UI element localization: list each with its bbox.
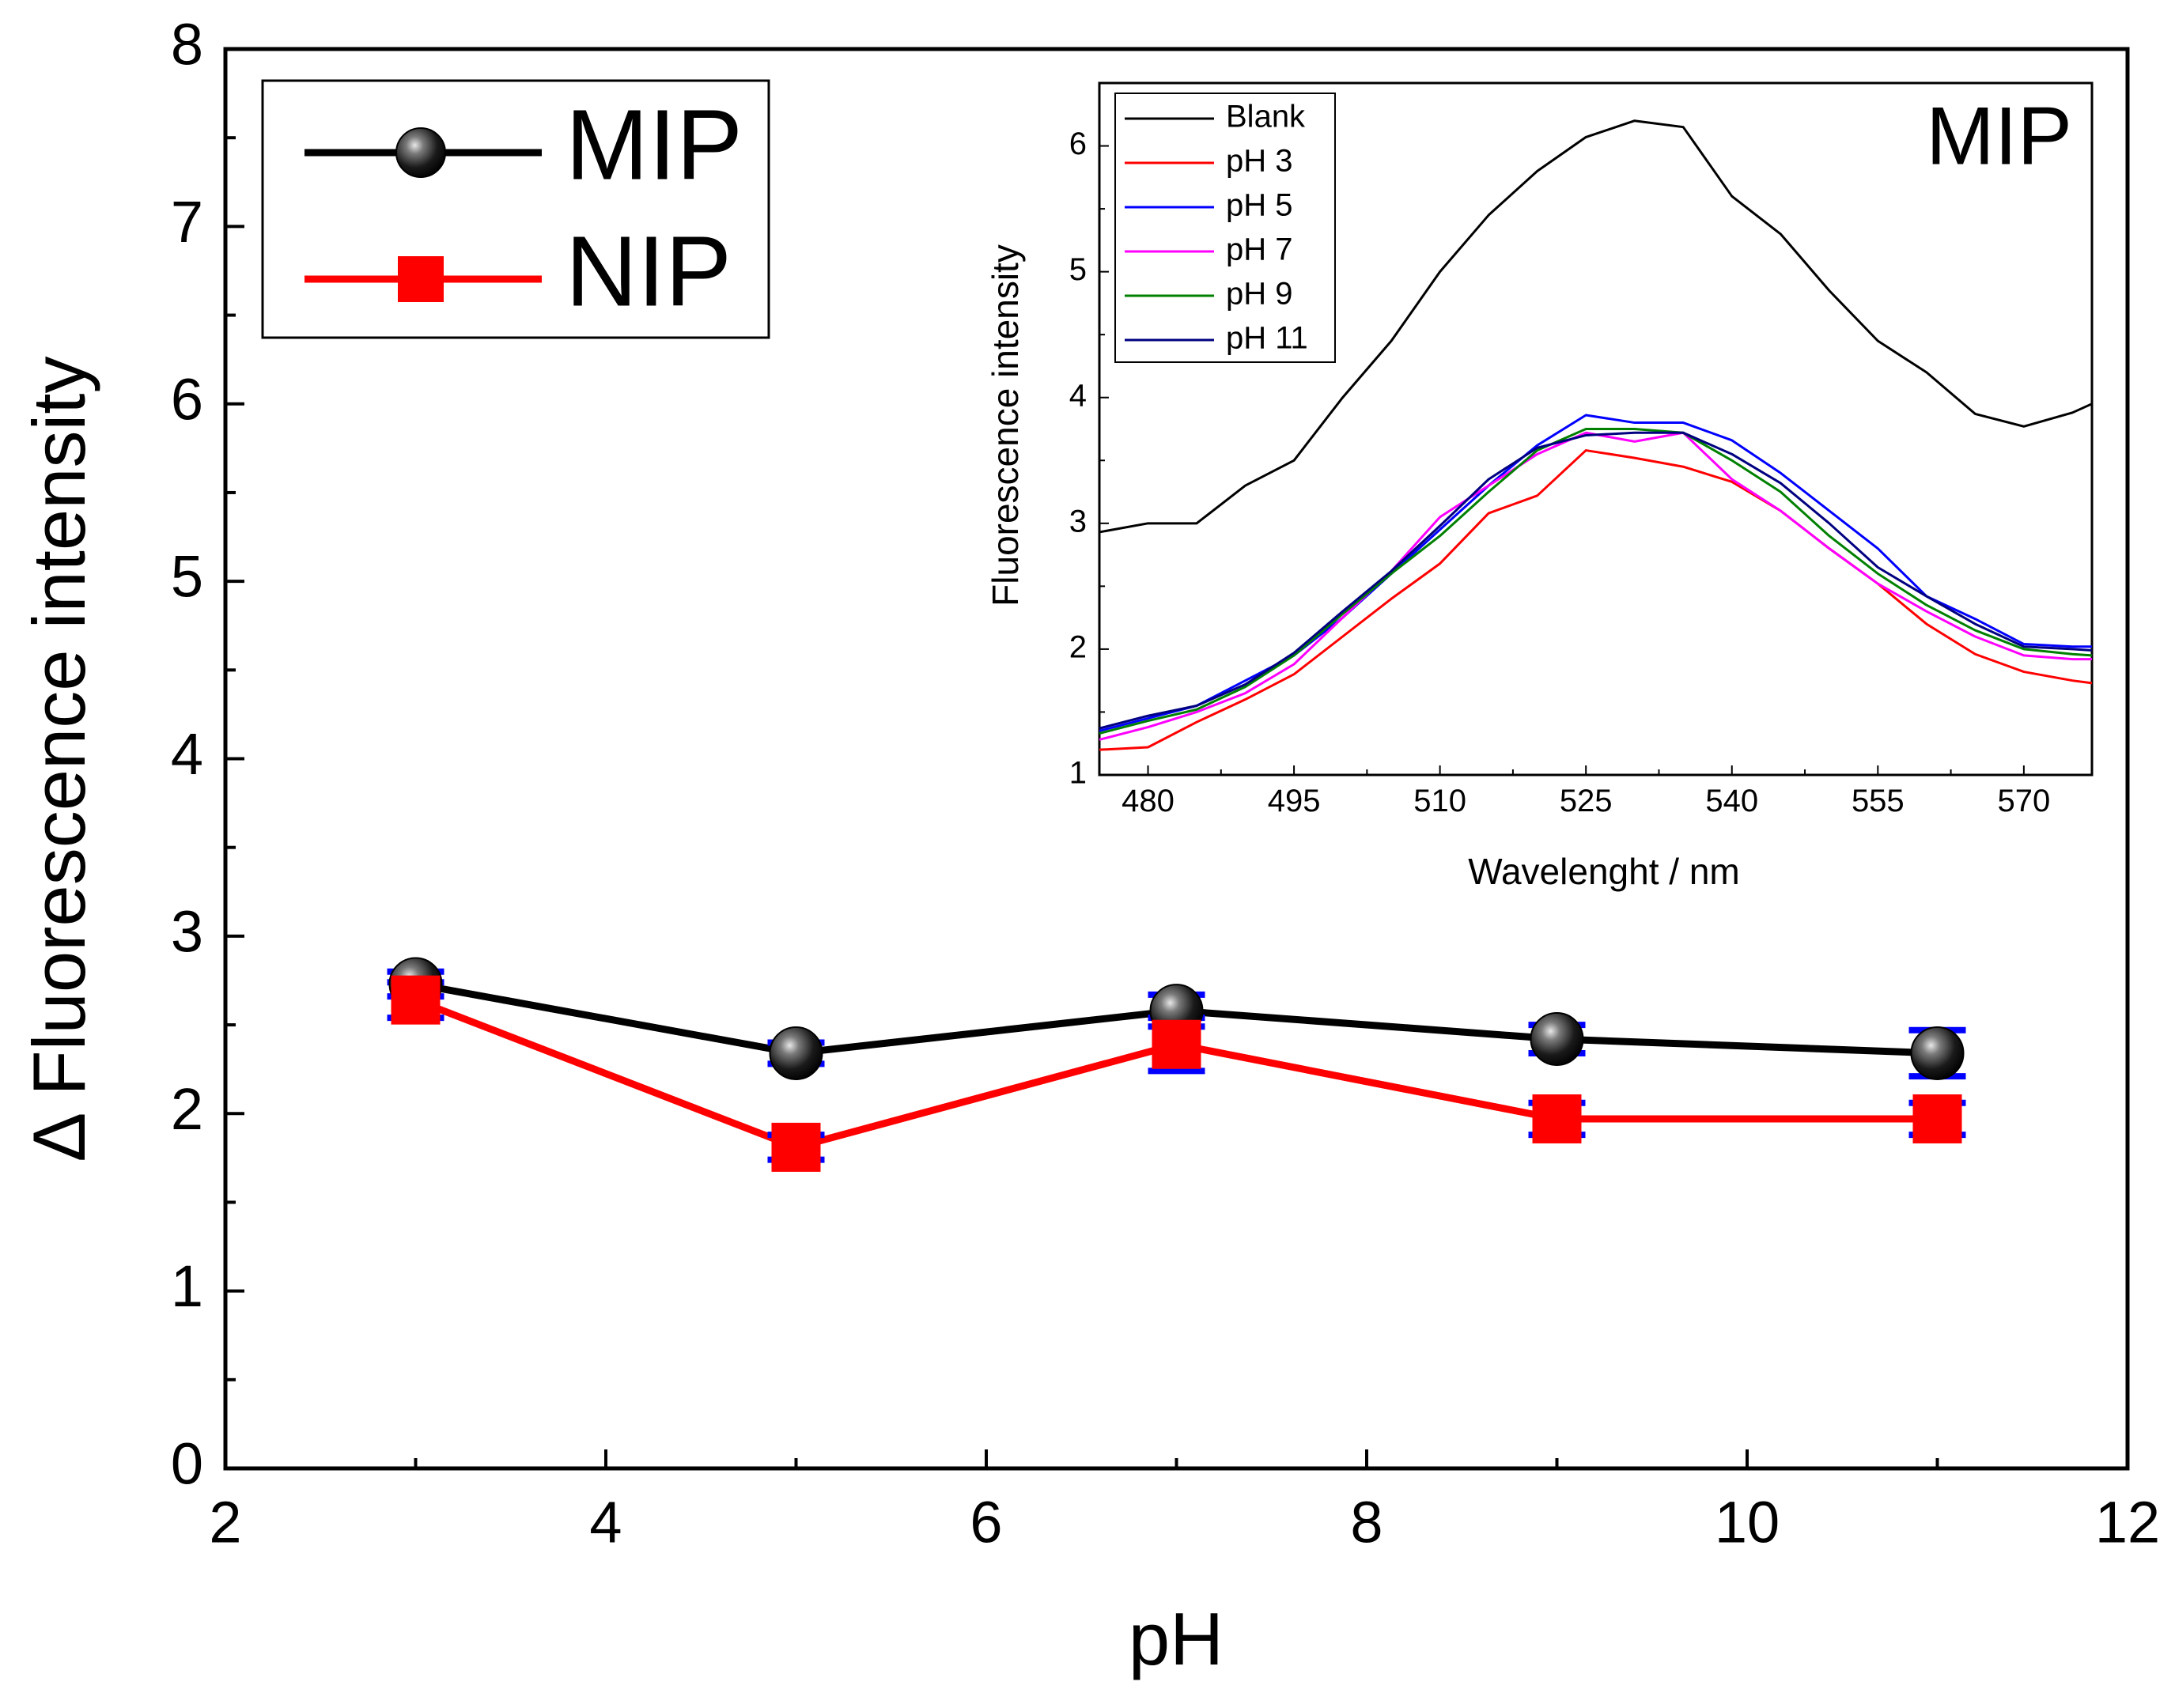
inset-chart: 480 495 510 525 540 555 570 1 2 3 4 5 6 Wavelenght /… xyxy=(985,81,2094,892)
main-point-mip xyxy=(769,1026,823,1080)
inset-x-axis-title: Wavelenght / nm xyxy=(1468,851,1739,892)
inset-series-line xyxy=(1099,119,2093,534)
main-x-tick-label: 10 xyxy=(1715,1490,1780,1555)
inset-y-tick-label: 3 xyxy=(1069,504,1087,538)
inset-ticks xyxy=(1099,145,2025,776)
inset-x-tick-label: 525 xyxy=(1560,784,1613,818)
legend-mip-label: MIP xyxy=(566,89,743,200)
inset-series-line xyxy=(1099,428,2093,735)
inset-legend-label: pH 7 xyxy=(1226,232,1293,267)
main-point-nip xyxy=(1152,1019,1201,1069)
main-x-tick-label: 6 xyxy=(970,1490,1002,1555)
main-point-nip xyxy=(1912,1094,1962,1143)
legend-nip-marker xyxy=(398,256,444,302)
inset-y-tick-label: 2 xyxy=(1069,629,1087,664)
main-point-mip xyxy=(1910,1026,1965,1080)
main-y-tick-label: 7 xyxy=(171,189,203,255)
inset-y-tick-label: 5 xyxy=(1069,252,1087,287)
inset-legend: Blank pH 3 pH 5 pH 7 pH 9 pH 11 xyxy=(1114,93,1336,363)
inset-legend-label: pH 11 xyxy=(1226,321,1308,356)
main-ticks xyxy=(224,47,2129,1470)
main-y-axis-title: Δ Fluorescence intensity xyxy=(17,357,100,1162)
main-legend-box xyxy=(261,79,770,339)
inset-y-axis-title: Fluorescence intensity xyxy=(985,244,1026,606)
main-y-tick-label: 6 xyxy=(171,366,203,432)
main-y-tick-label: 0 xyxy=(171,1431,203,1497)
legend-nip-label: NIP xyxy=(566,215,732,327)
inset-y-tick-label: 1 xyxy=(1069,756,1087,791)
inset-y-tick-label: 4 xyxy=(1069,378,1087,413)
main-point-nip xyxy=(771,1122,821,1172)
main-point-nip xyxy=(1532,1094,1582,1143)
inset-x-tick-label: 495 xyxy=(1268,784,1321,818)
main-x-tick-label: 2 xyxy=(209,1490,241,1555)
main-y-tick-label: 1 xyxy=(171,1253,203,1319)
inset-series-line xyxy=(1099,449,2093,751)
inset-annotation: MIP xyxy=(1926,90,2072,182)
inset-x-tick-label: 510 xyxy=(1413,784,1466,818)
inset-x-tick-label: 480 xyxy=(1122,784,1174,818)
inset-legend-label: pH 9 xyxy=(1226,277,1293,312)
main-y-tick-label: 3 xyxy=(171,898,203,964)
inset-x-tick-label: 540 xyxy=(1705,784,1758,818)
legend-mip-marker xyxy=(395,127,446,178)
inset-y-tick-label: 6 xyxy=(1069,127,1087,161)
main-point-nip xyxy=(391,975,441,1025)
main-legend: MIP NIP xyxy=(261,79,770,339)
main-y-tick-label: 2 xyxy=(171,1076,203,1142)
main-x-axis-title: pH xyxy=(1129,1597,1224,1680)
inset-series-line xyxy=(1099,431,2093,730)
inset-legend-label: pH 5 xyxy=(1226,188,1293,223)
main-x-tick-label: 8 xyxy=(1350,1490,1383,1555)
main-markers xyxy=(388,957,1965,1172)
main-x-tick-label: 4 xyxy=(589,1490,622,1555)
main-x-tick-label: 12 xyxy=(2095,1490,2160,1555)
inset-legend-box xyxy=(1114,93,1336,363)
main-y-tick-label: 8 xyxy=(171,12,203,77)
inset-x-tick-label: 555 xyxy=(1852,784,1905,818)
main-y-tick-label: 5 xyxy=(171,544,203,610)
inset-legend-label: pH 3 xyxy=(1226,144,1293,179)
inset-tick-labels: 480 495 510 525 540 555 570 1 2 3 4 5 6 xyxy=(1069,127,2050,818)
inset-series-line xyxy=(1099,431,2092,741)
inset-series-lines xyxy=(1099,119,2093,751)
main-y-tick-label: 4 xyxy=(171,721,203,787)
main-point-mip xyxy=(1530,1012,1584,1067)
inset-x-tick-label: 570 xyxy=(1997,784,2050,818)
inset-legend-label: Blank xyxy=(1226,100,1306,134)
